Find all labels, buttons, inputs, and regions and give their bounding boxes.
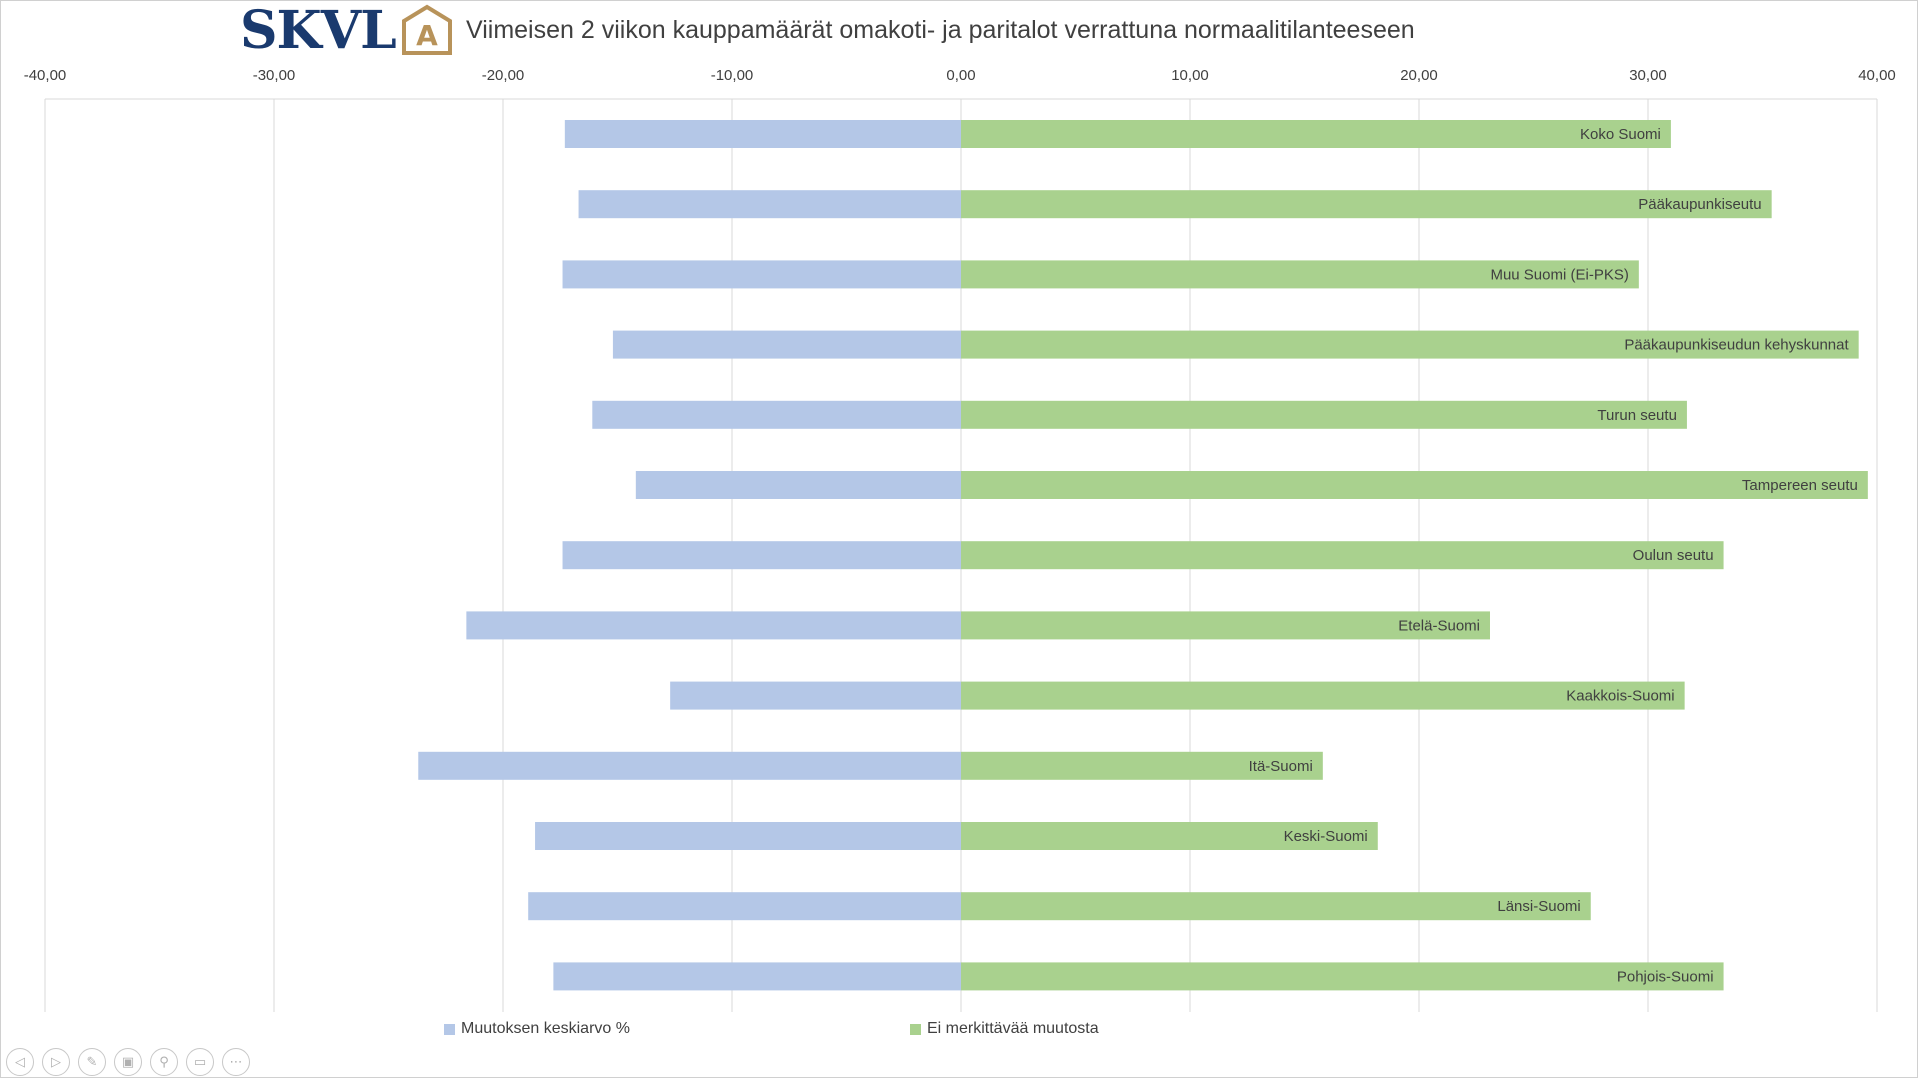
bar-change-average	[418, 751, 961, 780]
subtitles-icon[interactable]: ▭	[186, 1048, 214, 1076]
bar-no-change	[961, 541, 1724, 570]
legend-item-change-average: Muutoksen keskiarvo %	[444, 1020, 910, 1038]
bar-no-change	[961, 962, 1724, 991]
category-label: Itä-Suomi	[1249, 758, 1313, 775]
legend-label: Ei merkittävää muutosta	[927, 1020, 1099, 1037]
logo-text: SKVL	[240, 0, 397, 61]
bar-no-change	[961, 400, 1687, 429]
bar-no-change	[961, 260, 1639, 289]
x-tick-label: -20,00	[482, 67, 525, 84]
legend-label: Muutoksen keskiarvo %	[461, 1020, 630, 1037]
category-label: Tampereen seutu	[1742, 477, 1858, 494]
bar-change-average	[578, 190, 961, 219]
category-label: Turun seutu	[1597, 407, 1677, 424]
bar-no-change	[961, 120, 1671, 148]
x-axis-tick-labels: -40,00 -30,00 -20,00 -10,00 0,00 10,00 20,00 30…	[24, 67, 1896, 84]
bar-change-average	[592, 400, 961, 429]
x-tick-label: -40,00	[24, 67, 67, 84]
bar-no-change	[961, 611, 1490, 640]
logo-house-icon: A	[401, 4, 452, 55]
bar-change-average	[670, 681, 961, 710]
x-tick-label: -30,00	[253, 67, 296, 84]
x-tick-label: 20,00	[1400, 67, 1438, 84]
category-label: Koko Suomi	[1580, 126, 1661, 143]
bar-change-average	[562, 260, 961, 289]
bar-no-change	[961, 751, 1323, 780]
bar-change-average	[635, 471, 961, 499]
previous-slide-icon[interactable]: ◁	[6, 1048, 34, 1076]
bar-change-average	[535, 822, 961, 850]
bar-change-average	[612, 330, 961, 359]
bar-change-average	[466, 611, 961, 640]
bars	[418, 120, 1868, 991]
legend-swatch-green	[910, 1023, 921, 1035]
category-label: Pääkaupunkiseudun kehyskunnat	[1624, 337, 1849, 354]
chart-title: Viimeisen 2 viikon kauppamäärät omakoti-…	[466, 16, 1415, 44]
more-options-icon[interactable]: ⋯	[222, 1048, 250, 1076]
presentation-controls: ◁ ▷ ✎ ▣ ⚲ ▭ ⋯	[6, 1048, 250, 1076]
skvl-logo: SKVL A	[240, 0, 454, 61]
bar-no-change	[961, 892, 1591, 921]
legend-item-no-change: Ei merkittävää muutosta	[910, 1020, 1099, 1038]
category-label: Pohjois-Suomi	[1617, 968, 1714, 985]
x-tick-label: 30,00	[1629, 67, 1667, 84]
category-label: Oulun seutu	[1633, 547, 1714, 564]
bar-no-change	[961, 330, 1859, 359]
bar-change-average	[553, 962, 961, 991]
category-label: Keski-Suomi	[1284, 828, 1368, 845]
logo-mark-letter: A	[416, 19, 438, 52]
legend: Muutoksen keskiarvo % Ei merkittävää muu…	[444, 1020, 1099, 1038]
category-label: Kaakkois-Suomi	[1566, 688, 1674, 705]
x-tick-label: -10,00	[711, 67, 754, 84]
category-label: Muu Suomi (Ei-PKS)	[1490, 266, 1628, 283]
bar-change-average	[564, 120, 961, 148]
category-label: Länsi-Suomi	[1497, 898, 1580, 915]
bar-no-change	[961, 822, 1378, 850]
category-label: Pääkaupunkiseutu	[1638, 196, 1761, 213]
x-tick-label: 10,00	[1171, 67, 1209, 84]
bar-change-average	[528, 892, 961, 921]
bar-change-average	[562, 541, 961, 570]
pen-icon[interactable]: ✎	[78, 1048, 106, 1076]
x-tick-label: 40,00	[1858, 67, 1896, 84]
bar-no-change	[961, 190, 1772, 219]
bar-no-change	[961, 471, 1868, 499]
legend-swatch-blue	[444, 1023, 455, 1035]
zoom-icon[interactable]: ⚲	[150, 1048, 178, 1076]
next-slide-icon[interactable]: ▷	[42, 1048, 70, 1076]
slides-grid-icon[interactable]: ▣	[114, 1048, 142, 1076]
x-tick-label: 0,00	[946, 67, 975, 84]
category-labels: Koko Suomi Pääkaupunkiseutu Muu Suomi (Ei-…	[1249, 126, 1858, 985]
category-label: Etelä-Suomi	[1398, 617, 1480, 634]
bar-no-change	[961, 681, 1685, 710]
